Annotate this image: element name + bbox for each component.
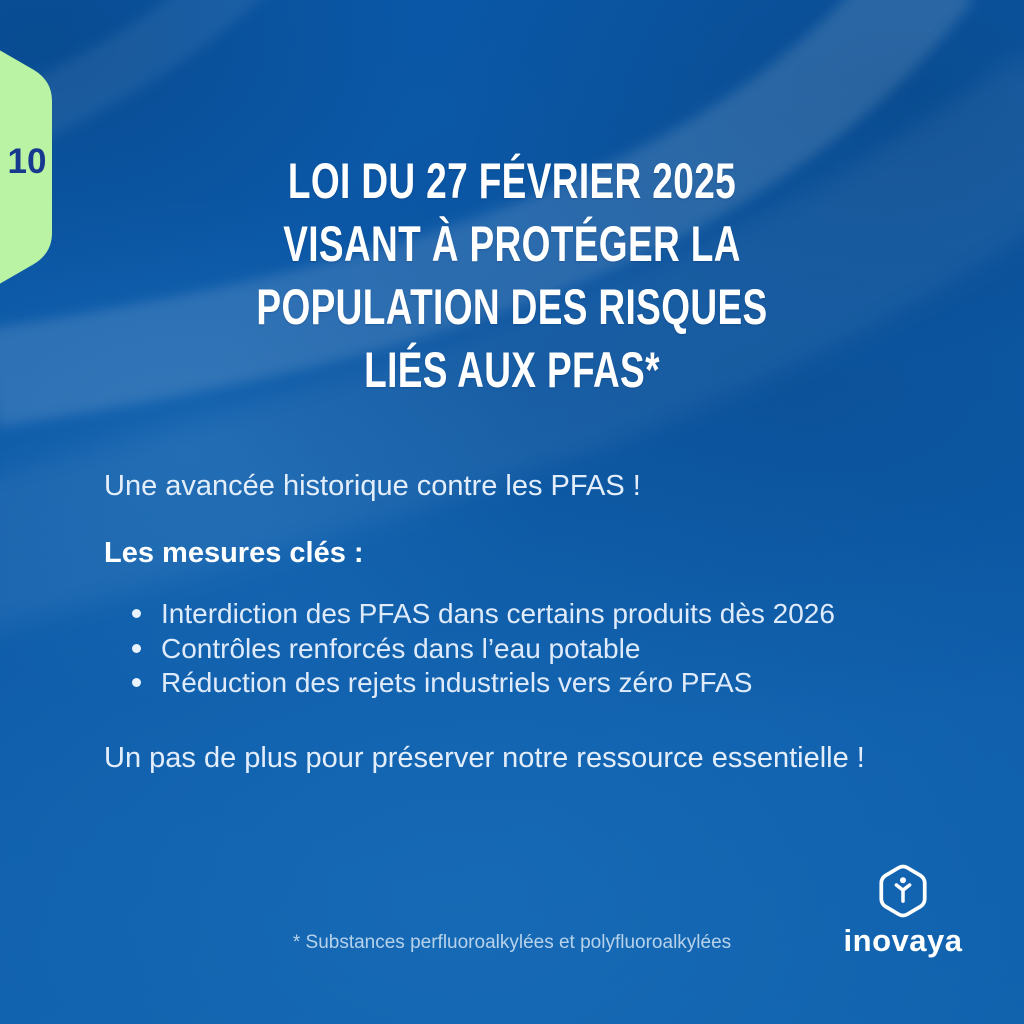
slide-title: LOI DU 27 FÉVRIER 2025 VISANT À PROTÉGER… bbox=[0, 150, 1024, 402]
page-number: 10 bbox=[7, 142, 47, 181]
measure-item-3: Réduction des rejets industriels vers zé… bbox=[124, 666, 835, 701]
measure-item-2: Contrôles renforcés dans l’eau potable bbox=[124, 632, 835, 667]
title-line-1: LOI DU 27 FÉVRIER 2025 bbox=[287, 153, 737, 209]
title-line-2: VISANT À PROTÉGER LA bbox=[283, 216, 741, 272]
inovaya-wordmark: inovaya bbox=[843, 923, 963, 958]
title-line-3: POPULATION DES RISQUES bbox=[256, 279, 768, 335]
conclusion-text: Un pas de plus pour préserver notre ress… bbox=[104, 742, 865, 774]
wave-swoosh-top-left bbox=[0, 0, 260, 161]
inovaya-logo: inovaya bbox=[823, 861, 983, 959]
intro-text: Une avancée historique contre les PFAS ! bbox=[104, 470, 641, 502]
title-line-4: LIÉS AUX PFAS* bbox=[364, 342, 660, 398]
measures-heading: Les mesures clés : bbox=[104, 537, 364, 569]
person-body bbox=[894, 883, 912, 903]
measures-list: Interdiction des PFAS dans certains prod… bbox=[124, 597, 835, 701]
person-head bbox=[900, 877, 906, 884]
hexagon-outline bbox=[879, 864, 927, 918]
measure-item-1: Interdiction des PFAS dans certains prod… bbox=[124, 597, 835, 632]
footnote: * Substances perfluoroalkylées et polyfl… bbox=[292, 932, 732, 953]
inovaya-hexagon-person-icon bbox=[879, 864, 927, 918]
